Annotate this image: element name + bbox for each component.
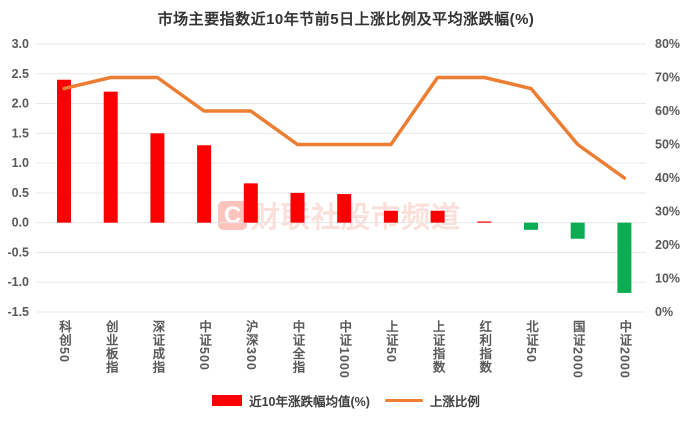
bar-中证500 <box>197 145 212 223</box>
bar-北证50 <box>524 222 538 230</box>
category-label-国证2000: 国证2000 <box>570 320 585 379</box>
left-axis-tick: 1.5 <box>12 126 29 140</box>
category-label-中证全指: 中证全指 <box>290 320 305 374</box>
left-axis-tick: 3.0 <box>12 37 29 51</box>
right-axis-tick: 40% <box>655 171 680 185</box>
legend-bar-swatch-icon <box>212 394 243 406</box>
bar-红利指数 <box>477 221 492 223</box>
left-axis-tick: 1.0 <box>12 156 29 170</box>
chart-title: 市场主要指数近10年节前5日上涨比例及平均涨跌幅(%) <box>157 11 535 28</box>
right-axis-tick: 0% <box>655 305 673 319</box>
legend-bar-label: 近10年涨跌幅均值(%) <box>249 394 370 409</box>
category-label-沪深300: 沪深300 <box>243 320 258 371</box>
right-axis-tick: 80% <box>655 37 680 51</box>
category-label-红利指数: 红利指数 <box>477 320 492 374</box>
left-axis-tick: 0.5 <box>12 186 29 200</box>
bar-沪深300 <box>243 183 258 223</box>
legend: 近10年涨跌幅均值(%) 上涨比例 <box>0 391 692 409</box>
bar-科创50 <box>57 79 71 223</box>
left-axis-tick: -1.5 <box>7 305 29 319</box>
right-axis-tick: 70% <box>655 71 680 85</box>
right-axis-tick: 20% <box>655 238 680 252</box>
left-axis-tick: 2.5 <box>12 67 29 81</box>
rise-ratio-line <box>62 75 627 180</box>
right-axis-tick: 30% <box>655 205 680 219</box>
right-axis-tick: 50% <box>655 138 680 152</box>
category-label-上证指数: 上证指数 <box>430 320 445 374</box>
category-label-北证50: 北证50 <box>524 320 538 363</box>
bar-国证2000 <box>570 222 585 239</box>
category-label-上证50: 上证50 <box>383 320 398 363</box>
category-label-中证1000: 中证1000 <box>337 320 352 379</box>
legend-line-swatch-icon <box>384 398 423 402</box>
category-label-科创50: 科创50 <box>57 320 71 363</box>
bar-上证指数 <box>430 210 445 223</box>
category-label-深证成指: 深证成指 <box>150 320 165 374</box>
left-axis-tick: 0.0 <box>12 216 29 230</box>
category-label-中证2000: 中证2000 <box>617 320 632 379</box>
bar-上证50 <box>383 210 398 223</box>
left-axis-tick: 2.0 <box>12 97 29 111</box>
bar-深证成指 <box>150 133 165 223</box>
bar-中证2000 <box>617 222 632 293</box>
left-axis-tick: -1.0 <box>7 275 29 289</box>
bar-中证1000 <box>337 194 352 223</box>
bar-中证全指 <box>290 192 305 223</box>
legend-line-label: 上涨比例 <box>429 394 480 409</box>
left-axis-tick: -0.5 <box>7 245 29 259</box>
category-label-中证500: 中证500 <box>197 320 212 371</box>
bar-创业板指 <box>103 91 118 223</box>
right-axis-tick: 10% <box>655 272 680 286</box>
right-axis-tick: 60% <box>655 104 680 118</box>
category-label-创业板指: 创业板指 <box>103 320 118 374</box>
